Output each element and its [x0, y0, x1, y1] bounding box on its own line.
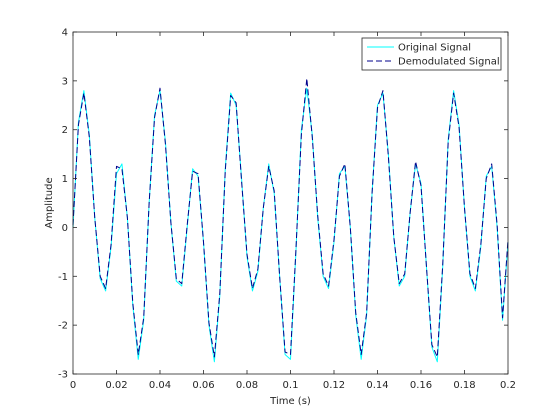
y-tick-label: 0 — [62, 223, 68, 234]
y-tick-label: -1 — [58, 272, 68, 283]
x-tick-label: 0.14 — [366, 380, 388, 391]
y-tick-label: 1 — [62, 174, 68, 185]
x-axis-label: Time (s) — [269, 396, 311, 407]
plot-area — [73, 32, 508, 374]
legend: Original Signal Demodulated Signal — [361, 37, 502, 71]
y-tick-label: 2 — [62, 125, 68, 136]
x-tick-label: 0.04 — [149, 380, 171, 391]
x-tick-label: 0.18 — [453, 380, 475, 391]
y-tick-label: -2 — [58, 321, 68, 332]
x-tick-label: 0 — [70, 380, 76, 391]
y-axis-label: Amplitude — [44, 177, 55, 228]
x-axis-ticks: 0 0.02 0.04 0.06 0.08 0.1 0.12 0.14 0.16 0.18 0.2 — [70, 32, 516, 391]
legend-box — [361, 37, 502, 71]
y-tick-label: -3 — [58, 370, 68, 381]
x-tick-label: 0.1 — [283, 380, 299, 391]
y-tick-label: 4 — [62, 28, 68, 39]
x-tick-label: 0.12 — [323, 380, 345, 391]
y-tick-label: 3 — [62, 76, 68, 87]
legend-label-original-signal: Original Signal — [398, 43, 471, 54]
x-tick-label: 0.2 — [500, 380, 516, 391]
legend-label-demodulated-signal: Demodulated Signal — [398, 57, 500, 68]
series-line-demodulated-signal — [72, 77, 509, 358]
x-tick-label: 0.08 — [236, 380, 258, 391]
series-layer — [72, 77, 509, 363]
y-axis-ticks: -3 -2 -1 0 1 2 3 4 — [58, 28, 508, 381]
series-line-original-signal — [72, 87, 509, 363]
x-tick-label: 0.06 — [192, 380, 214, 391]
x-tick-label: 0.16 — [410, 380, 432, 391]
x-tick-label: 0.02 — [105, 380, 127, 391]
plot-border — [72, 31, 509, 375]
